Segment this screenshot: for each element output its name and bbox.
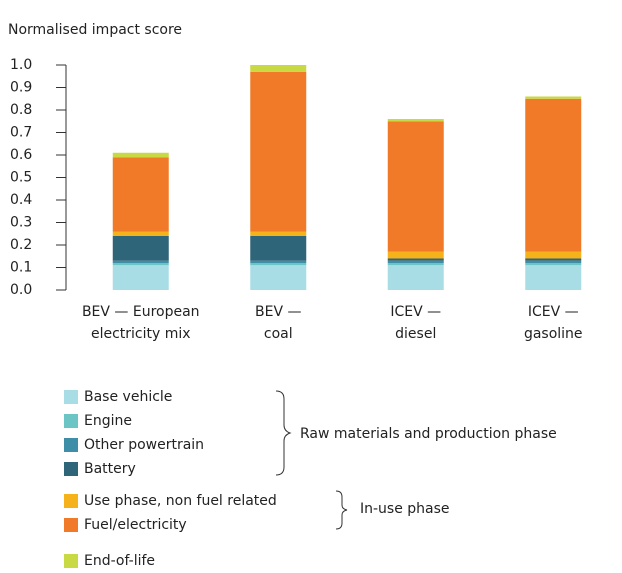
x-tick-label: gasoline	[524, 326, 583, 342]
legend-label: Other powertrain	[84, 437, 204, 453]
legend-label: Base vehicle	[84, 389, 172, 405]
y-tick-label: 1.0	[10, 57, 32, 73]
brace	[275, 390, 292, 476]
y-tick-label: 0.2	[10, 237, 32, 253]
bar-segment	[387, 251, 444, 259]
bar-segment	[112, 265, 169, 290]
bar-segment	[525, 263, 582, 266]
bar-segment	[112, 260, 169, 263]
y-tick-label: 0.0	[10, 282, 32, 298]
bar-segment	[250, 71, 307, 232]
legend-swatch	[64, 414, 78, 428]
legend-swatch	[64, 494, 78, 508]
legend-swatch	[64, 518, 78, 532]
bar-segment	[112, 263, 169, 266]
bar-segment	[525, 258, 582, 261]
brace	[335, 490, 348, 530]
bar-segment	[525, 98, 582, 252]
bar-segment	[112, 157, 169, 232]
bar-segment	[112, 231, 169, 236]
y-tick-label: 0.7	[10, 125, 32, 141]
x-tick-label: electricity mix	[91, 326, 191, 342]
y-tick-label: 0.1	[10, 260, 32, 276]
bar-segment	[250, 263, 307, 266]
bar-segment	[525, 96, 582, 99]
legend-swatch	[64, 438, 78, 452]
x-tick-label: BEV —	[255, 304, 301, 320]
bar-segment	[250, 231, 307, 236]
bar-segment	[250, 65, 307, 72]
bar-segment	[112, 236, 169, 261]
y-tick-label: 0.4	[10, 192, 32, 208]
x-tick-label: coal	[264, 326, 293, 342]
x-tick-label: BEV — European	[82, 304, 200, 320]
legend-label: Fuel/electricity	[84, 517, 187, 533]
bar-segment	[525, 251, 582, 259]
group-label: In-use phase	[360, 501, 450, 517]
y-tick-label: 0.5	[10, 170, 32, 186]
bar-segment	[250, 260, 307, 263]
legend-swatch	[64, 390, 78, 404]
group-label: Raw materials and production phase	[300, 426, 557, 442]
legend-swatch	[64, 554, 78, 568]
bar-segment	[387, 263, 444, 266]
bar-segment	[250, 265, 307, 290]
bar-segment	[387, 260, 444, 263]
legend-label: Engine	[84, 413, 132, 429]
y-tick-label: 0.6	[10, 147, 32, 163]
x-tick-label: diesel	[395, 326, 436, 342]
bar-segment	[387, 258, 444, 261]
chart-title: Normalised impact score	[8, 22, 182, 38]
legend-swatch	[64, 462, 78, 476]
legend-label: End-of-life	[84, 553, 155, 569]
bar-segment	[112, 152, 169, 158]
y-tick-label: 0.8	[10, 102, 32, 118]
legend-label: Battery	[84, 461, 136, 477]
y-tick-label: 0.9	[10, 80, 32, 96]
bar-segment	[387, 265, 444, 290]
bar-segment	[525, 260, 582, 263]
bar-segment	[250, 236, 307, 261]
x-tick-label: ICEV —	[528, 304, 579, 320]
y-tick-label: 0.3	[10, 215, 32, 231]
legend-label: Use phase, non fuel related	[84, 493, 277, 509]
x-tick-label: ICEV —	[390, 304, 441, 320]
bar-segment	[387, 119, 444, 122]
bar-segment	[387, 121, 444, 252]
bar-segment	[525, 265, 582, 290]
